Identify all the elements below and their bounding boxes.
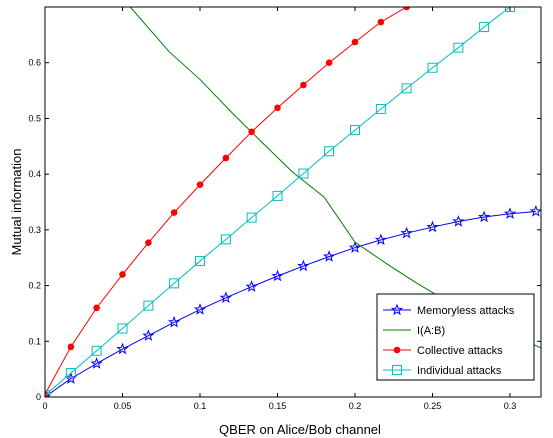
data-point-memoryless-attacks	[45, 390, 52, 397]
x-tick-label: 0.1	[194, 401, 207, 411]
data-point-memoryless-attacks	[323, 250, 336, 262]
data-point-memoryless-attacks	[116, 342, 129, 355]
legend-item-collective-attacks: Collective attacks	[383, 345, 503, 357]
data-point-individual-attacks	[272, 190, 283, 201]
legend-marker	[392, 365, 402, 375]
y-tick-label: 0.1	[28, 336, 41, 346]
data-point-memoryless-attacks	[193, 303, 207, 315]
series-individual-attacks	[45, 7, 515, 397]
legend-item-individual-attacks: Individual attacks	[383, 365, 502, 377]
y-tick-label: 0.4	[28, 169, 41, 179]
data-point-memoryless-attacks	[90, 357, 103, 369]
data-point-individual-attacks	[117, 323, 128, 334]
x-tick-label: 0.2	[349, 401, 362, 411]
legend-label: Memoryless attacks	[417, 305, 515, 317]
y-tick-label: 0.3	[28, 225, 41, 235]
data-point-individual-attacks	[350, 125, 360, 136]
data-point-collective-attacks	[222, 154, 230, 162]
data-point-collective-attacks	[196, 181, 204, 189]
data-point-individual-attacks	[505, 7, 515, 12]
x-tick-label: 0	[42, 401, 47, 411]
axes: 0 0.05 0.1 0.15 0.2 0.25 0.3 0 0.1 0.2 0.3 0.4 0.5 0.…	[28, 6, 542, 411]
data-point-individual-attacks	[65, 368, 76, 379]
x-tick-label: 0.3	[504, 401, 517, 411]
data-point-individual-attacks	[453, 42, 464, 53]
legend-label: Collective attacks	[417, 345, 503, 357]
legend-box	[376, 293, 535, 381]
axes-frame	[44, 6, 542, 398]
data-point-memoryless-attacks	[478, 210, 491, 223]
data-point-collective-attacks	[377, 18, 385, 26]
legend-item-memoryless-attacks: Memoryless attacks	[383, 303, 515, 317]
data-point-individual-attacks	[246, 212, 257, 223]
data-point-collective-attacks	[119, 271, 126, 278]
data-point-memoryless-attacks	[297, 259, 310, 272]
data-point-individual-attacks	[195, 256, 205, 267]
x-tick-label: 0.05	[114, 401, 132, 411]
data-point-memoryless-attacks	[271, 269, 284, 282]
data-point-collective-attacks	[325, 59, 333, 67]
y-tick-label: 0.6	[28, 58, 41, 68]
data-point-collective-attacks	[93, 304, 100, 312]
data-point-collective-attacks	[274, 104, 281, 112]
y-tick-label: 0.5	[28, 113, 41, 123]
x-tick-label: 0.25	[424, 401, 442, 411]
legend-marker	[390, 303, 404, 316]
data-point-memoryless-attacks	[452, 215, 465, 227]
data-point-collective-attacks	[300, 81, 307, 89]
series-line-individual-attacks	[45, 7, 511, 396]
data-point-collective-attacks	[67, 343, 75, 351]
x-axis-title: QBER on Alice/Bob channel	[219, 422, 381, 437]
legend-label: I(A:B)	[417, 325, 445, 337]
data-point-collective-attacks	[248, 128, 255, 136]
data-point-individual-attacks	[298, 168, 309, 179]
data-point-memoryless-attacks	[245, 280, 258, 292]
series-collective-attacks	[45, 7, 410, 397]
data-point-individual-attacks	[220, 234, 231, 245]
data-point-memoryless-attacks	[400, 226, 413, 239]
y-tick-label: 0	[36, 392, 41, 402]
y-tick-label: 0.2	[28, 281, 41, 291]
legend-item-i-a-b: I(A:B)	[383, 325, 445, 337]
data-point-individual-attacks	[45, 390, 50, 397]
data-point-individual-attacks	[91, 345, 102, 356]
legend-label: Individual attacks	[417, 365, 502, 377]
data-point-memoryless-attacks	[219, 291, 232, 304]
data-point-memoryless-attacks	[426, 220, 439, 233]
data-point-individual-attacks	[324, 146, 335, 157]
y-axis-title: Mutual information	[9, 149, 24, 256]
data-point-collective-attacks	[403, 7, 410, 11]
data-point-collective-attacks	[170, 209, 178, 216]
data-point-memoryless-attacks	[529, 205, 541, 217]
data-point-individual-attacks	[375, 103, 386, 114]
data-point-collective-attacks	[351, 38, 359, 46]
data-point-individual-attacks	[427, 62, 438, 73]
x-tick-label: 0.15	[269, 401, 287, 411]
data-point-memoryless-attacks	[348, 241, 362, 253]
data-point-collective-attacks	[145, 239, 152, 246]
data-point-memoryless-attacks	[374, 233, 388, 246]
data-point-individual-attacks	[401, 83, 412, 94]
data-point-memoryless-attacks	[168, 315, 181, 328]
legend: Memoryless attacks I(A:B) Collective attac…	[376, 293, 535, 381]
data-point-memoryless-attacks	[503, 207, 517, 219]
data-point-memoryless-attacks	[142, 329, 155, 341]
data-point-memoryless-attacks	[64, 372, 78, 384]
data-point-individual-attacks	[169, 278, 180, 289]
series-line-memoryless-attacks	[45, 210, 536, 397]
data-point-individual-attacks	[479, 22, 490, 33]
series-memoryless-attacks	[45, 205, 541, 397]
data-point-individual-attacks	[143, 300, 154, 311]
legend-marker	[393, 346, 401, 354]
